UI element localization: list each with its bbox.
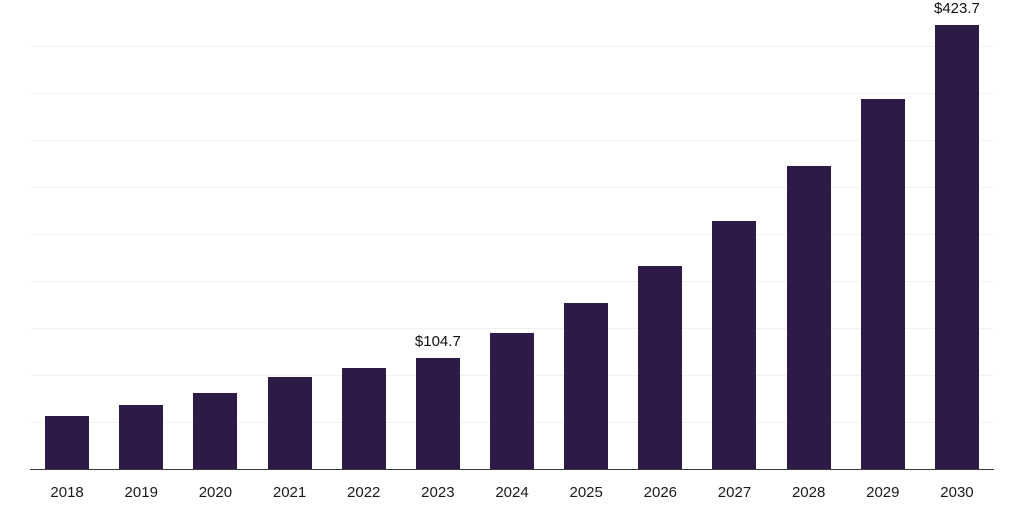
- bar: [45, 416, 90, 470]
- gridline: [30, 187, 994, 188]
- x-axis-tick-label: 2027: [717, 484, 752, 501]
- gridline: [30, 46, 994, 47]
- bar-column: [846, 0, 920, 470]
- x-axis-tick-label: 2019: [124, 484, 158, 501]
- bar-column: [475, 0, 549, 470]
- bar: [267, 377, 312, 470]
- x-axis-tick-label: 2026: [643, 484, 678, 501]
- bar-series: $104.7 $423.7: [30, 0, 994, 470]
- bar-value-label: $423.7: [934, 0, 980, 17]
- bar: [119, 405, 164, 470]
- bar: [638, 266, 683, 470]
- x-axis-tick-label: 2020: [198, 484, 233, 501]
- x-axis-tick-label: 2029: [866, 484, 900, 501]
- bar: [415, 358, 460, 470]
- bar-value-label: $104.7: [414, 333, 461, 350]
- x-axis-tick-label: 2022: [347, 484, 381, 501]
- x-axis-tick-label: 2028: [791, 484, 826, 501]
- x-axis-tick-label: 2025: [569, 484, 603, 501]
- bar-column: [252, 0, 326, 470]
- gridline: [30, 328, 994, 329]
- bar: [712, 221, 757, 470]
- bar: [860, 99, 905, 470]
- bar-column: [772, 0, 846, 470]
- x-axis-tick-label: 2024: [495, 484, 529, 501]
- gridline: [30, 140, 994, 141]
- x-axis-tick-label: 2023: [421, 484, 455, 501]
- bar: [341, 368, 386, 470]
- gridline: [30, 234, 994, 235]
- bar-column: $104.7: [401, 0, 475, 470]
- x-axis-tick-label: 2030: [940, 484, 974, 501]
- bar: [490, 333, 535, 470]
- gridline: [30, 93, 994, 94]
- bar-column: [697, 0, 771, 470]
- bar-column: [178, 0, 252, 470]
- gridline: [30, 281, 994, 282]
- bar: [193, 393, 238, 470]
- bar-column: [327, 0, 401, 470]
- plot-area: $104.7 $423.7: [30, 0, 994, 470]
- bar-column: [549, 0, 623, 470]
- bar-column: $423.7: [920, 0, 994, 470]
- x-axis-line: [30, 469, 994, 470]
- x-axis-tick-label: 2018: [50, 484, 84, 501]
- x-axis-tick-label: 2021: [272, 484, 307, 501]
- bar-column: [30, 0, 104, 470]
- bar: [564, 303, 609, 470]
- bar: [786, 166, 831, 470]
- bar-column: [104, 0, 178, 470]
- bar: [934, 25, 979, 470]
- bar-column: [623, 0, 697, 470]
- x-axis-labels: 2018 2019 2020 2021 2022 2023 2024 2025 2026 2027…: [30, 470, 994, 512]
